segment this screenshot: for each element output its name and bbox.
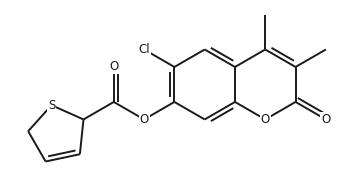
Text: O: O xyxy=(109,61,119,73)
Text: O: O xyxy=(321,113,331,126)
Text: O: O xyxy=(261,113,270,126)
Text: O: O xyxy=(139,113,149,126)
Text: Cl: Cl xyxy=(138,43,150,56)
Text: S: S xyxy=(48,99,55,112)
